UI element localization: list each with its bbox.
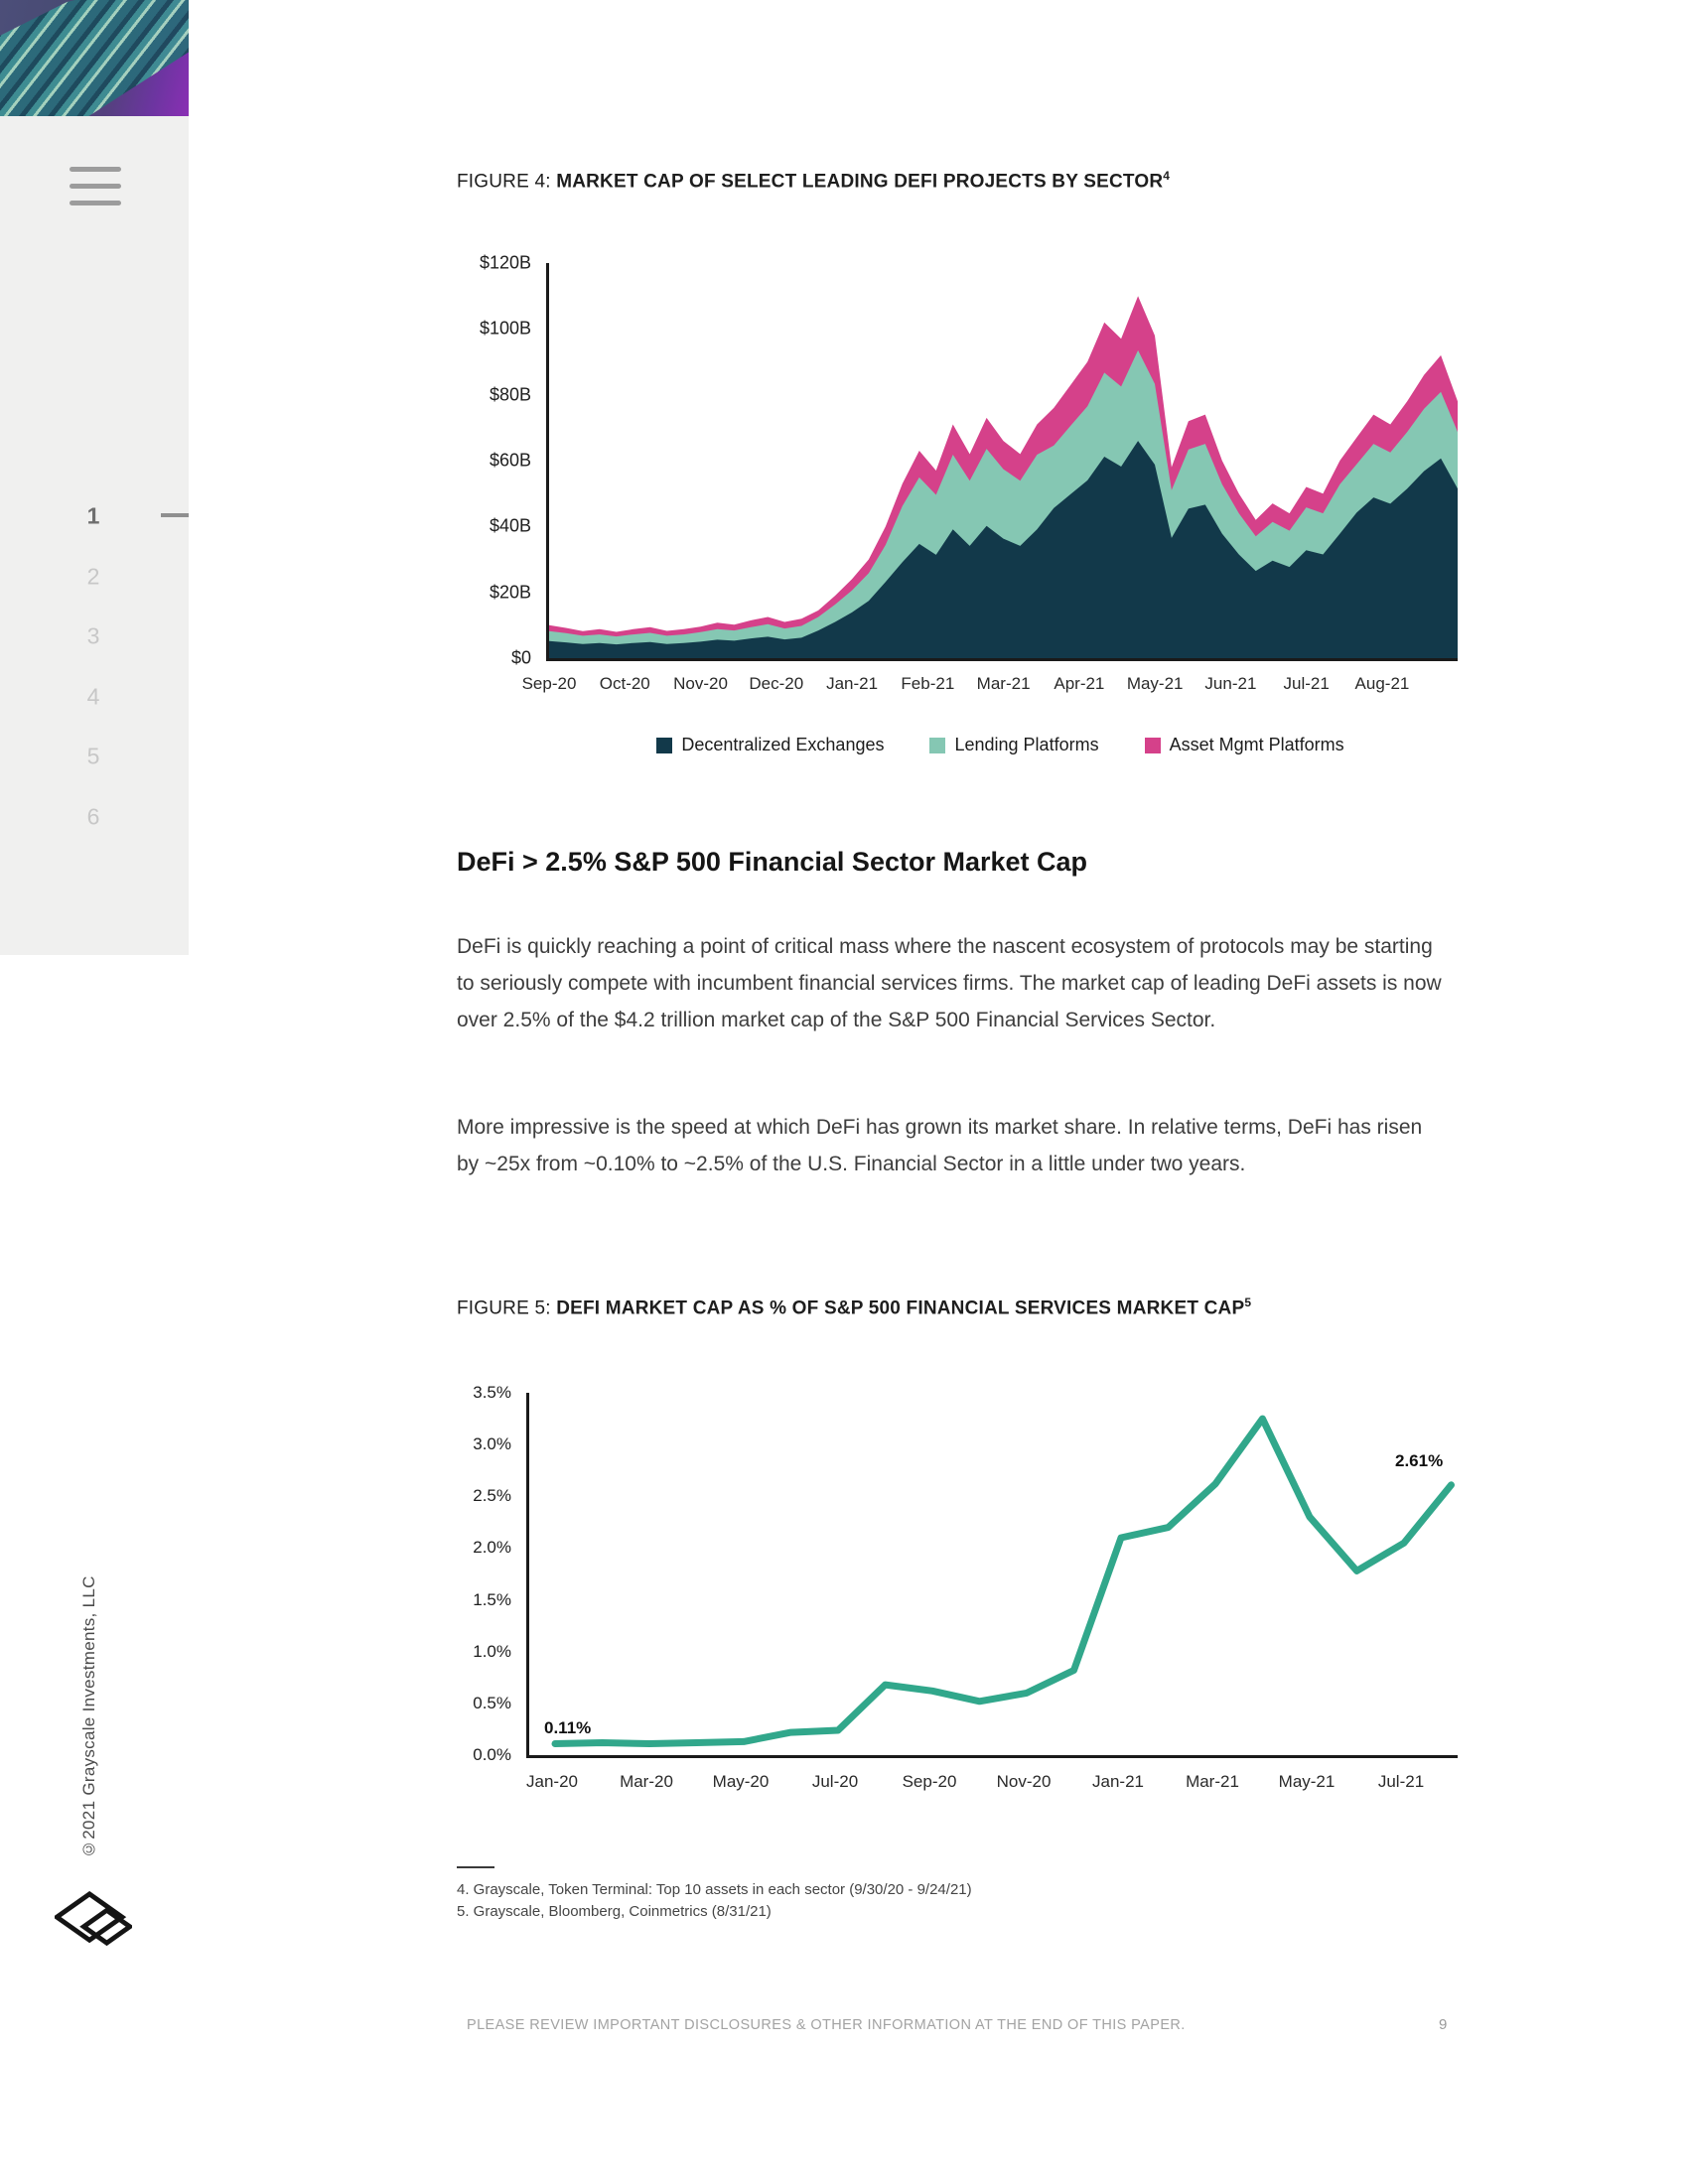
figure5-x-axis-labels: Jan-20 Mar-20 May-20 Jul-20 Sep-20 Nov-20 Jan-… — [526, 1772, 1455, 1796]
figure4-chart — [546, 263, 1458, 661]
dex-swatch-icon — [656, 737, 673, 753]
x-tick-label: Nov-20 — [673, 674, 728, 693]
sidebar-section-link[interactable]: 1 — [86, 502, 100, 529]
x-tick-label: Aug-21 — [1354, 674, 1410, 693]
figure4-heading: MARKET CAP OF SELECT LEADING DEFI PROJEC… — [556, 171, 1164, 193]
figure4-title: FIGURE 4: MARKET CAP OF SELECT LEADING D… — [457, 169, 1170, 193]
y-tick-label: 2.5% — [473, 1486, 511, 1506]
legend-item-lending: Lending Platforms — [929, 735, 1099, 755]
footnote-divider — [457, 1866, 494, 1868]
y-tick-label: $40B — [489, 515, 531, 536]
sidebar-section-link[interactable]: 2 — [86, 563, 100, 590]
figure4-label: FIGURE 4: — [457, 171, 557, 193]
figure5-start-annotation: 0.11% — [544, 1718, 592, 1737]
lending-swatch-icon — [929, 737, 946, 753]
sidebar-section-link[interactable]: 5 — [86, 743, 100, 769]
cover-art-stripes — [0, 0, 189, 116]
sidebar-page-nav: 1 2 3 4 5 6 — [0, 503, 189, 834]
x-tick-label: Dec-20 — [749, 674, 804, 693]
x-tick-label: Jul-21 — [1377, 1772, 1425, 1791]
figure5-end-annotation: 2.61% — [1395, 1451, 1444, 1470]
y-tick-label: $80B — [489, 384, 531, 405]
footnote-line: 4. Grayscale, Token Terminal: Top 10 ass… — [457, 1881, 972, 1898]
x-tick-label: Jan-21 — [826, 674, 879, 693]
x-tick-label: May-21 — [1126, 674, 1184, 693]
section-heading: DeFi > 2.5% S&P 500 Financial Sector Mar… — [457, 847, 1088, 877]
y-tick-label: 0.0% — [473, 1745, 511, 1764]
figure5-title: FIGURE 5: DEFI MARKET CAP AS % OF S&P 50… — [457, 1296, 1251, 1319]
cover-art-thumbnail — [0, 0, 189, 116]
footnote-line: 5. Grayscale, Bloomberg, Coinmetrics (8/… — [457, 1903, 772, 1920]
x-tick-label: Mar-21 — [1186, 1772, 1239, 1791]
legend-label-lending: Lending Platforms — [954, 735, 1099, 754]
grayscale-logo-icon — [55, 1891, 132, 1947]
figure5-chart — [526, 1393, 1458, 1758]
y-tick-label: 2.0% — [473, 1538, 511, 1558]
figure5-label: FIGURE 5: — [457, 1297, 557, 1319]
legend-label-dex: Decentralized Exchanges — [681, 735, 885, 754]
x-tick-label: Oct-20 — [599, 674, 650, 693]
y-tick-label: 3.5% — [473, 1383, 511, 1402]
y-tick-label: 0.5% — [473, 1693, 511, 1712]
legend-label-assetmgmt: Asset Mgmt Platforms — [1169, 735, 1344, 754]
sidebar — [0, 116, 189, 955]
x-tick-label: Mar-20 — [620, 1772, 673, 1791]
figure5-chart-svg — [551, 1415, 1455, 1747]
x-tick-label: May-21 — [1278, 1772, 1336, 1791]
page-number: 9 — [1439, 2016, 1448, 2033]
y-tick-label: $60B — [489, 450, 531, 471]
figure4-x-axis-labels: Sep-20 Oct-20 Nov-20 Dec-20 Jan-21 Feb-21 Mar-… — [522, 674, 1455, 698]
figure4-legend: Decentralized Exchanges Lending Platform… — [546, 735, 1455, 755]
body-paragraph-1: DeFi is quickly reaching a point of crit… — [457, 935, 1442, 1031]
body-paragraph-2: More impressive is the speed at which De… — [457, 1116, 1423, 1175]
y-tick-label: $120B — [479, 252, 531, 273]
line-series — [551, 1415, 1455, 1747]
figure4-chart-svg — [549, 296, 1458, 658]
active-section-indicator — [161, 513, 189, 517]
x-tick-label: Jan-20 — [526, 1772, 578, 1791]
x-tick-label: Feb-21 — [901, 674, 955, 693]
menu-icon[interactable] — [70, 167, 121, 205]
y-tick-label: 3.0% — [473, 1434, 511, 1454]
x-tick-label: Nov-20 — [996, 1772, 1052, 1791]
figure5-footnote-ref: 5 — [1244, 1296, 1252, 1309]
x-tick-label: Apr-21 — [1054, 674, 1105, 693]
x-tick-label: Jan-21 — [1092, 1772, 1144, 1791]
x-tick-label: Sep-20 — [521, 674, 577, 693]
sidebar-section-link[interactable]: 6 — [86, 803, 100, 830]
area-series — [549, 441, 1458, 658]
footer-disclosure: PLEASE REVIEW IMPORTANT DISCLOSURES & OT… — [467, 2017, 1186, 2033]
y-tick-label: 1.0% — [473, 1641, 511, 1661]
figure5-heading: DEFI MARKET CAP AS % OF S&P 500 FINANCIA… — [556, 1297, 1245, 1319]
y-tick-label: $20B — [489, 582, 531, 603]
assetmgmt-swatch-icon — [1144, 737, 1161, 753]
sidebar-section-link[interactable]: 4 — [86, 683, 100, 710]
y-tick-label: $100B — [479, 318, 531, 339]
x-tick-label: Sep-20 — [902, 1772, 957, 1791]
legend-item-assetmgmt: Asset Mgmt Platforms — [1144, 735, 1344, 755]
x-tick-label: Jul-20 — [811, 1772, 859, 1791]
x-tick-label: Mar-21 — [976, 674, 1031, 693]
figure4-footnote-ref: 4 — [1163, 169, 1171, 183]
x-tick-label: Jun-21 — [1204, 674, 1257, 693]
copyright-vertical-text: ©2021 Grayscale Investments, LLC — [79, 1575, 98, 1858]
figure4-y-axis-labels: $120B $100B $80B $60B $40B $20B $0 — [425, 253, 531, 668]
figure5-y-axis-labels: 3.5% 3.0% 2.5% 2.0% 1.5% 1.0% 0.5% 0.0% — [415, 1383, 511, 1764]
y-tick-label: $0 — [510, 647, 531, 668]
x-tick-label: Jul-21 — [1283, 674, 1330, 693]
sidebar-section-link[interactable]: 3 — [86, 622, 100, 649]
y-tick-label: 1.5% — [473, 1589, 511, 1609]
legend-item-dex: Decentralized Exchanges — [656, 735, 884, 755]
x-tick-label: May-20 — [712, 1772, 770, 1791]
footnotes: 4. Grayscale, Token Terminal: Top 10 ass… — [457, 1879, 972, 1923]
